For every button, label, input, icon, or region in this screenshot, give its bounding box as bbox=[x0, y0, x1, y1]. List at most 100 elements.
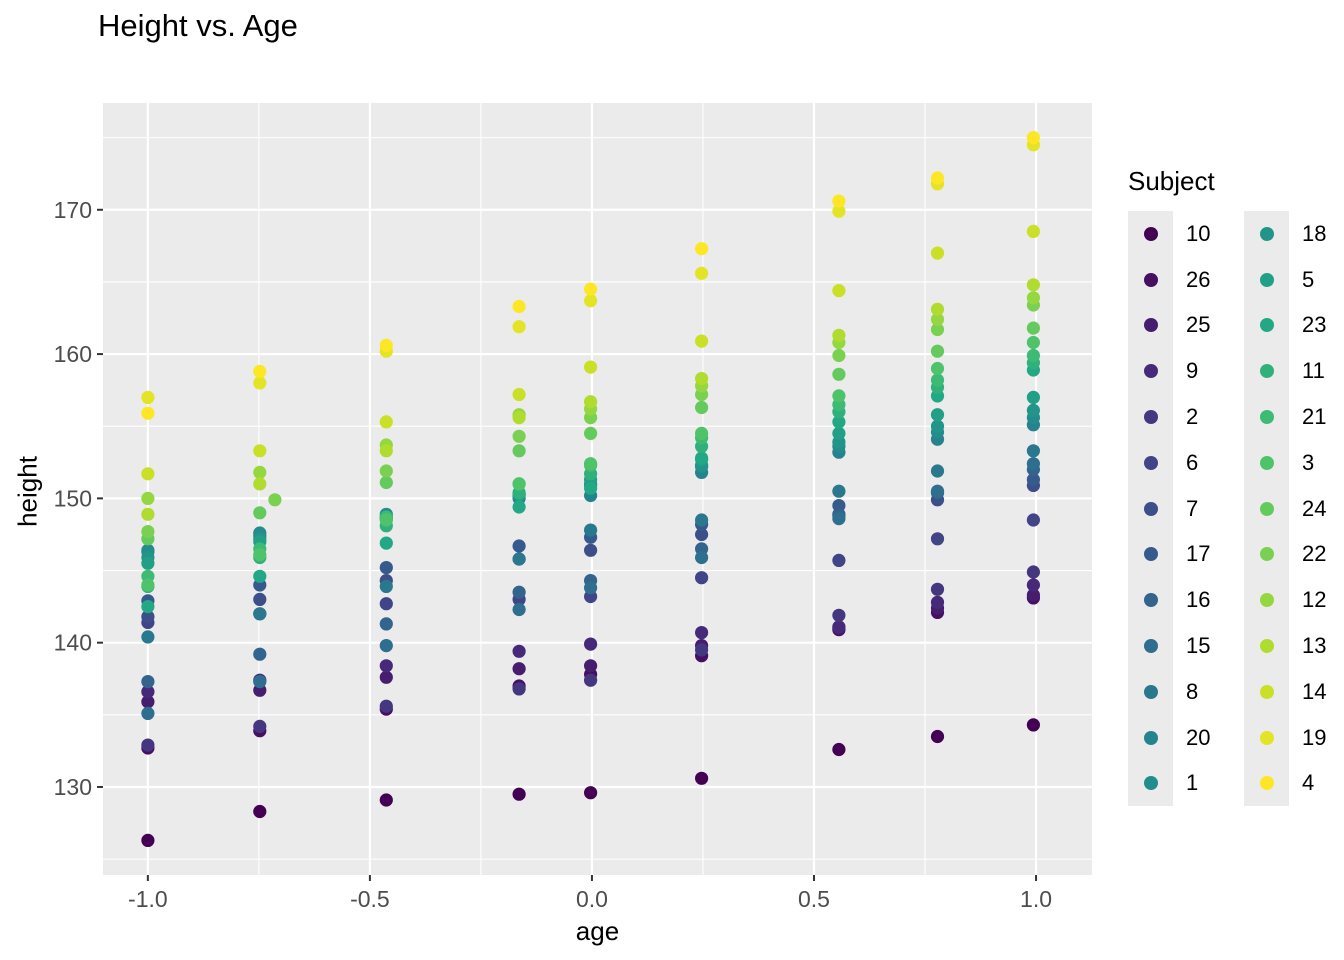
legend-label: 4 bbox=[1302, 770, 1315, 796]
data-point-subject-12 bbox=[253, 465, 267, 479]
legend-entry-12: 12 bbox=[1244, 577, 1344, 624]
legend-label: 22 bbox=[1302, 541, 1327, 567]
data-point-subject-24 bbox=[930, 344, 945, 358]
legend-swatch-icon bbox=[1143, 730, 1158, 745]
data-point-subject-2 bbox=[695, 643, 709, 657]
data-point-subject-2 bbox=[253, 719, 267, 734]
legend-entry-7: 7 bbox=[1128, 485, 1234, 532]
legend-entries: 10 26 25 9 2 6 7 17 16 15 8 20 1 18 5 23 11 21 3 24 22 12 13 14… bbox=[1128, 211, 1344, 807]
legend-key bbox=[1244, 668, 1289, 715]
data-point-subject-8 bbox=[930, 464, 945, 478]
data-point-subject-13 bbox=[141, 507, 155, 521]
data-point-subject-4 bbox=[253, 364, 267, 378]
data-point-subject-2 bbox=[379, 699, 393, 713]
data-point-subject-23 bbox=[695, 451, 709, 465]
legend-entry-21: 21 bbox=[1244, 394, 1344, 440]
data-point-subject-16 bbox=[379, 617, 393, 631]
data-point-subject-5 bbox=[141, 556, 155, 570]
data-point-subject-15 bbox=[379, 639, 393, 653]
data-point-subject-9 bbox=[1026, 578, 1040, 592]
data-point-subject-15 bbox=[832, 511, 846, 526]
legend-swatch-icon bbox=[1143, 776, 1158, 791]
data-point-subject-9 bbox=[584, 637, 598, 651]
x-tick-label: 0.0 bbox=[576, 886, 608, 912]
legend-swatch-icon bbox=[1143, 410, 1158, 425]
legend-key bbox=[1244, 760, 1289, 807]
legend-label: 2 bbox=[1186, 404, 1199, 430]
legend-swatch-icon bbox=[1259, 318, 1274, 333]
data-point-subject-13 bbox=[1026, 278, 1040, 292]
legend-label: 6 bbox=[1186, 449, 1199, 475]
legend-label: 23 bbox=[1302, 312, 1327, 338]
legend-key bbox=[1244, 394, 1289, 440]
x-tick-label: -0.5 bbox=[350, 886, 390, 912]
legend-label: 11 bbox=[1302, 358, 1325, 384]
data-point-subject-22 bbox=[832, 348, 846, 363]
legend-column-2: 18 5 23 11 21 3 24 22 12 13 14 19 4 bbox=[1244, 211, 1344, 807]
data-point-subject-19 bbox=[832, 204, 846, 218]
legend-label: 3 bbox=[1302, 449, 1315, 475]
x-axis-title: age bbox=[575, 916, 620, 946]
data-point-subject-3 bbox=[695, 426, 709, 440]
data-point-subject-16 bbox=[141, 675, 155, 689]
data-point-subject-10 bbox=[584, 786, 598, 800]
data-point-subject-10 bbox=[253, 804, 267, 819]
data-point-subject-25 bbox=[512, 662, 526, 676]
data-point-subject-21 bbox=[1026, 348, 1040, 363]
legend-entry-14: 14 bbox=[1244, 668, 1344, 715]
data-point-subject-8 bbox=[1026, 444, 1040, 458]
legend-entry-10: 10 bbox=[1128, 211, 1234, 257]
data-point-subject-19 bbox=[584, 294, 598, 308]
legend-entry-25: 25 bbox=[1128, 302, 1234, 349]
data-point-subject-9 bbox=[379, 659, 393, 673]
data-point-subject-9 bbox=[141, 685, 155, 699]
legend-swatch-icon bbox=[1259, 272, 1274, 287]
legend-label: 7 bbox=[1186, 495, 1199, 521]
data-point-subject-9 bbox=[512, 644, 526, 658]
legend-label: 18 bbox=[1302, 220, 1327, 246]
y-tick-label: 170 bbox=[54, 197, 92, 223]
data-point-subject-7 bbox=[695, 527, 709, 542]
legend-entry-17: 17 bbox=[1128, 531, 1234, 578]
legend-label: 26 bbox=[1186, 266, 1211, 292]
legend-swatch-icon bbox=[1143, 455, 1158, 470]
data-point-subject-4 bbox=[512, 299, 526, 314]
legend-key bbox=[1128, 531, 1173, 578]
y-tick-label: 160 bbox=[54, 341, 92, 367]
y-tick-label: 150 bbox=[54, 485, 92, 511]
data-point-subject-10 bbox=[141, 833, 155, 848]
legend-swatch-icon bbox=[1143, 593, 1158, 608]
legend-swatch-icon bbox=[1143, 226, 1158, 241]
data-point-subject-15 bbox=[141, 706, 155, 721]
legend-key bbox=[1244, 348, 1289, 395]
legend-entry-3: 3 bbox=[1244, 439, 1344, 486]
legend-swatch-icon bbox=[1259, 684, 1274, 699]
legend-label: 25 bbox=[1186, 312, 1211, 338]
legend-entry-26: 26 bbox=[1128, 256, 1234, 303]
data-point-subject-12 bbox=[1026, 291, 1040, 305]
data-point-subject-17 bbox=[379, 561, 393, 575]
legend-column-1: 10 26 25 9 2 6 7 17 16 15 8 20 1 bbox=[1128, 211, 1234, 807]
data-point-subject-4 bbox=[695, 242, 709, 256]
legend-label: 15 bbox=[1186, 633, 1211, 659]
data-point-subject-16 bbox=[253, 647, 267, 661]
data-point-subject-19 bbox=[512, 320, 526, 334]
plot-panel bbox=[103, 103, 1092, 875]
data-point-subject-2 bbox=[930, 582, 945, 596]
legend-label: 21 bbox=[1302, 404, 1327, 430]
data-point-subject-5 bbox=[832, 426, 846, 440]
x-tick-label: 0.5 bbox=[798, 886, 830, 912]
legend-entry-13: 13 bbox=[1244, 623, 1344, 669]
legend-entry-9: 9 bbox=[1128, 348, 1234, 395]
data-point-subject-6 bbox=[930, 532, 945, 546]
data-point-subject-5 bbox=[1026, 390, 1040, 404]
data-point-subject-25 bbox=[1026, 588, 1040, 602]
data-point-subject-21 bbox=[930, 373, 945, 387]
data-point-subject-6 bbox=[1026, 513, 1040, 527]
legend-label: 10 bbox=[1186, 220, 1211, 246]
data-point-subject-25 bbox=[141, 695, 155, 709]
legend-label: 17 bbox=[1186, 541, 1211, 567]
legend-key bbox=[1128, 302, 1173, 349]
legend-key bbox=[1128, 394, 1173, 440]
